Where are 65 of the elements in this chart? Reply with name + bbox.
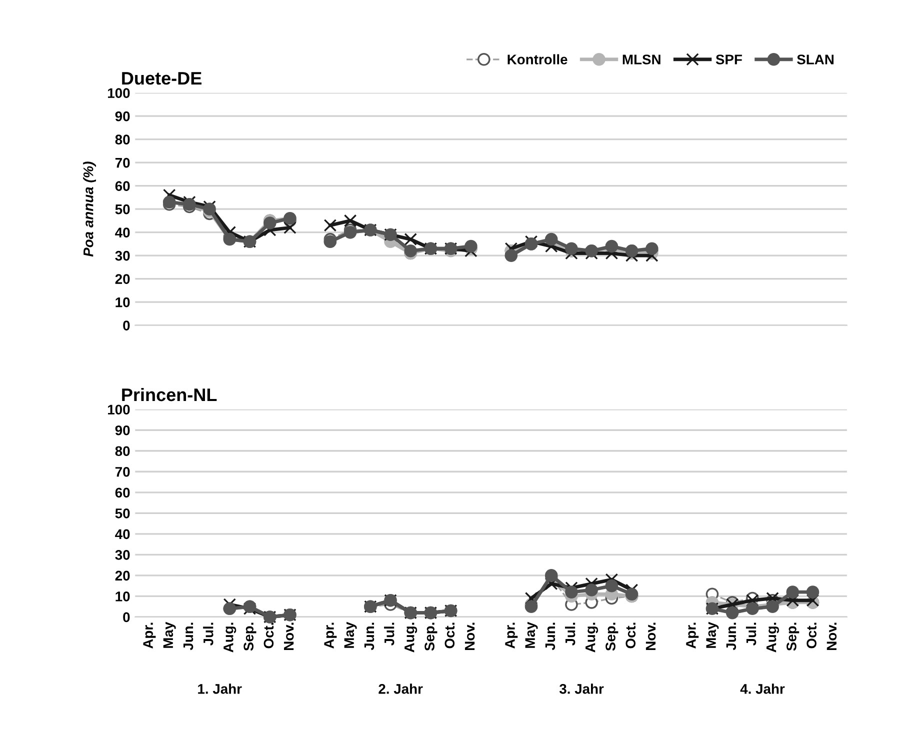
text: 3. Jahr (559, 684, 604, 694)
x-tick-label: Nov. (646, 622, 656, 650)
x-tick-label: Aug. (766, 622, 780, 652)
y-tick-label: 20 (115, 274, 130, 284)
y-tick-label: 40 (115, 529, 130, 540)
y-tick-label: 70 (115, 466, 130, 477)
x-tick-label: May (525, 622, 538, 648)
x-tick-label: Jul. (384, 622, 394, 646)
y-tick-label: 90 (115, 425, 130, 436)
y-tick-label: 60 (115, 181, 130, 191)
y-tick-label: 30 (115, 250, 130, 261)
chart-title: Princen-NL (122, 388, 217, 402)
legend-label: MLSN (622, 54, 660, 64)
x-tick-label: May (344, 622, 357, 648)
x-tick-label: Jul. (746, 622, 756, 646)
y-axis-title: Poa annua (%) (83, 162, 96, 257)
x-tick-label: May (706, 622, 719, 648)
x-tick-label: Apr. (505, 622, 518, 648)
x-tick-label: Aug. (586, 622, 598, 652)
x-tick-label: Sep. (786, 622, 800, 651)
y-tick-label: 100 (108, 404, 130, 415)
x-tick-label: Nov. (284, 622, 294, 650)
x-tick-label: Jun. (183, 622, 194, 650)
x-tick-label: Apr. (686, 622, 699, 648)
x-tick-label: Oct. (264, 622, 274, 648)
x-tick-label: Jun. (726, 622, 736, 650)
x-tick-label: Jun. (364, 622, 374, 650)
x-tick-label: Apr. (143, 622, 156, 648)
x-tick-label: Sep. (424, 622, 438, 651)
y-tick-label: 30 (115, 550, 130, 560)
x-tick-label: May (163, 622, 176, 648)
y-tick-label: 10 (116, 592, 130, 602)
x-tick-label: Sep. (244, 622, 256, 651)
y-tick-label: 10 (116, 297, 130, 308)
y-tick-label: 50 (115, 508, 130, 518)
y-tick-label: 70 (115, 158, 130, 168)
y-tick-label: 50 (115, 204, 130, 214)
x-tick-label: Nov. (464, 622, 475, 650)
legend-label: SPF (716, 54, 742, 64)
x-tick-label: Sep. (606, 622, 618, 651)
y-tick-label: 80 (115, 446, 130, 456)
legend-label: Kontrolle (508, 54, 568, 64)
x-tick-label: Jul. (565, 622, 576, 646)
y-tick-label: 20 (115, 570, 130, 581)
x-tick-label: Jul. (203, 622, 214, 646)
chart-title: Duete-DE (122, 72, 202, 85)
x-tick-label: Apr. (324, 622, 337, 648)
legend-label: SLAN (797, 54, 834, 64)
y-tick-label: 100 (108, 88, 130, 98)
x-tick-label: Jun. (545, 622, 556, 650)
y-tick-label: 60 (115, 488, 130, 498)
y-tick-label: 0 (123, 320, 130, 330)
x-tick-label: Nov. (826, 622, 837, 650)
x-tick-label: Oct. (444, 622, 455, 648)
y-tick-label: 40 (115, 228, 130, 238)
x-tick-label: Aug. (224, 622, 236, 652)
y-tick-label: 0 (123, 612, 130, 622)
text: 1. Jahr (198, 684, 242, 694)
y-tick-label: 90 (115, 111, 130, 122)
text: 2. Jahr (378, 684, 423, 694)
y-tick-label: 80 (115, 134, 130, 144)
x-tick-label: Oct. (806, 622, 816, 648)
text: 4. Jahr (740, 684, 785, 694)
x-tick-label: Oct. (626, 622, 636, 648)
x-tick-label: Aug. (404, 622, 418, 652)
